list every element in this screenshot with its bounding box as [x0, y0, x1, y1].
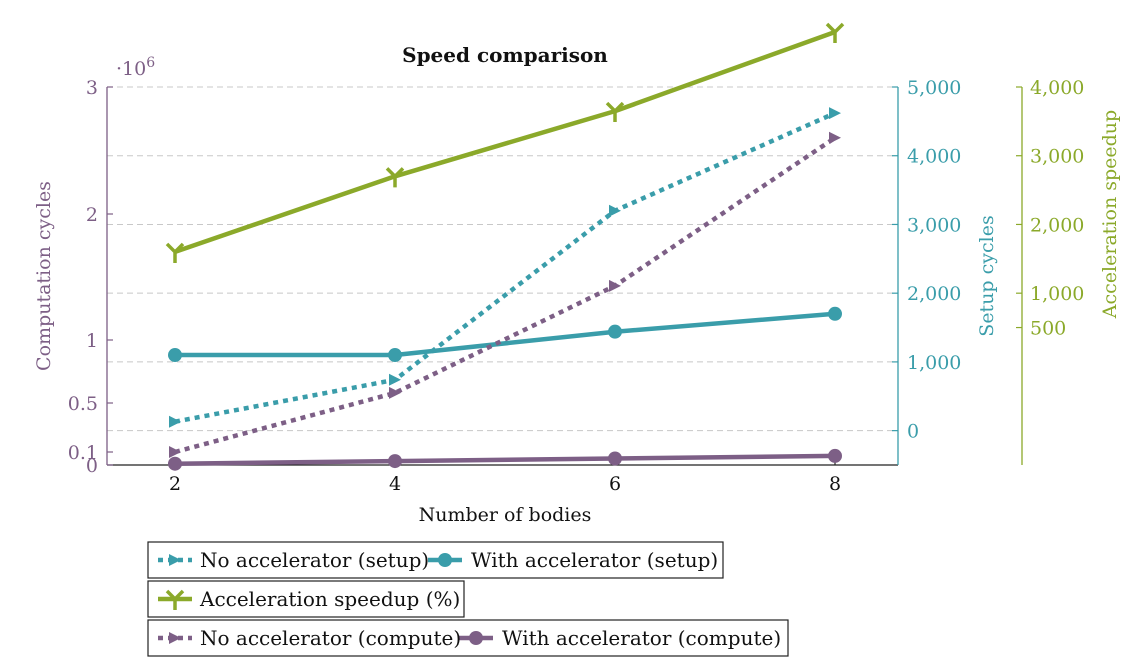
- setup-tick-label-0: 0: [907, 421, 919, 443]
- speedup-axis-ticks: 500 1,000 2,000 3,000 4,000: [1016, 77, 1084, 340]
- series-2-point-1: [385, 167, 405, 188]
- series-4-point-1: [388, 454, 402, 469]
- setup-tick-label-2: 2,000: [907, 283, 961, 305]
- series-1-point-0: [168, 348, 182, 363]
- x-tick-label-2: 6: [609, 473, 621, 495]
- x-tick-label-1: 4: [389, 473, 401, 495]
- series-0-point-1: [389, 373, 401, 386]
- series-3-point-1: [389, 386, 401, 399]
- computation-axis-ticks: 00.1 0.5 1 2 3: [68, 77, 113, 477]
- setup-tick-label-3: 3,000: [907, 214, 961, 236]
- left-tick-label-3: 1: [86, 330, 98, 352]
- setup-tick-label-5: 5,000: [907, 77, 961, 99]
- series-3-point-2: [609, 279, 621, 292]
- legend: No accelerator (setup) With accelerator …: [147, 541, 789, 657]
- setup-axis-ticks: 0 1,000 2,000 3,000 4,000 5,000: [892, 77, 961, 443]
- series-4-point-2: [608, 451, 622, 466]
- grid-lines: [107, 86, 898, 432]
- series-4-point-3: [828, 448, 842, 463]
- series-line-1: [175, 311, 836, 358]
- x-tick-label-3: 8: [829, 473, 841, 495]
- x-axis-label: Number of bodies: [419, 504, 592, 526]
- series-group: [165, 22, 845, 471]
- series-3-point-3: [829, 131, 841, 144]
- computation-axis-multiplier: ·106: [116, 55, 155, 80]
- setup-tick-label-1: 1,000: [907, 352, 961, 374]
- left-tick-label-0: 0: [86, 455, 98, 477]
- legend-label-with-accel-compute: With accelerator (compute): [502, 626, 781, 650]
- series-2-point-3: [825, 22, 845, 44]
- series-line-2: [174, 29, 836, 255]
- legend-marks: [158, 553, 493, 645]
- series-1-point-3: [828, 306, 842, 321]
- legend-marker-2: [165, 589, 185, 610]
- legend-marker-1: [438, 553, 452, 567]
- speedup-tick-label-1: 1,000: [1030, 283, 1084, 305]
- setup-tick-label-4: 4,000: [907, 146, 961, 168]
- series-1-point-2: [608, 324, 622, 339]
- computation-axis-label: Computation cycles: [33, 181, 55, 371]
- series-2-point-2: [605, 101, 625, 123]
- speedup-tick-label-0: 500: [1030, 318, 1066, 340]
- series-0-point-2: [609, 204, 621, 217]
- legend-label-with-accel-setup: With accelerator (setup): [471, 548, 718, 572]
- speedup-tick-label-4: 4,000: [1030, 77, 1084, 99]
- series-0-point-3: [829, 107, 841, 120]
- setup-axis-label: Setup cycles: [976, 215, 998, 336]
- legend-label-no-accel-compute: No accelerator (compute): [200, 626, 461, 650]
- series-1-point-1: [388, 348, 402, 363]
- series-2-point-0: [165, 242, 185, 263]
- series-3-point-0: [169, 446, 181, 458]
- series-0-point-0: [169, 415, 181, 428]
- left-tick-label-1: 0.1: [68, 442, 98, 464]
- speedup-tick-label-2: 2,000: [1030, 214, 1084, 236]
- left-tick-label-2: 0.5: [68, 393, 98, 415]
- legend-box-speedup: [147, 580, 465, 618]
- speedup-axis-label: Acceleration speedup: [1099, 110, 1121, 319]
- series-line-3: [174, 135, 837, 455]
- left-tick-label-4: 2: [86, 204, 98, 226]
- series-line-4: [174, 453, 836, 466]
- series-line-0: [174, 111, 836, 424]
- x-tick-label-0: 2: [169, 473, 181, 495]
- legend-marker-4: [469, 631, 483, 645]
- legend-label-speedup: Acceleration speedup (%): [199, 587, 460, 611]
- legend-label-no-accel-setup: No accelerator (setup): [200, 548, 429, 572]
- series-4-point-0: [168, 456, 182, 471]
- speedup-tick-label-3: 3,000: [1030, 146, 1084, 168]
- chart-title: Speed comparison: [402, 43, 608, 67]
- legend-marker-0: [169, 554, 181, 566]
- legend-marker-3: [169, 632, 181, 644]
- left-tick-label-5: 3: [86, 77, 98, 99]
